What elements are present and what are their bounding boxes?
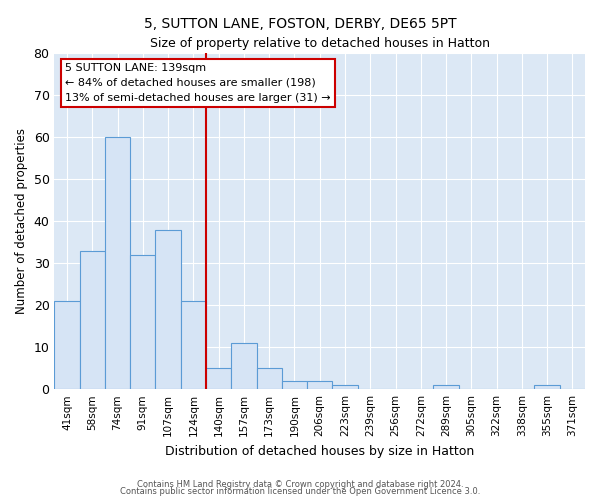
Bar xyxy=(206,368,231,389)
Text: Contains public sector information licensed under the Open Government Licence 3.: Contains public sector information licen… xyxy=(120,487,480,496)
Bar xyxy=(535,385,560,389)
Bar xyxy=(433,385,458,389)
Bar xyxy=(155,230,181,389)
Bar xyxy=(307,381,332,389)
Bar xyxy=(55,301,80,389)
Bar xyxy=(257,368,282,389)
Bar xyxy=(282,381,307,389)
Bar xyxy=(332,385,358,389)
X-axis label: Distribution of detached houses by size in Hatton: Distribution of detached houses by size … xyxy=(165,444,475,458)
Text: Contains HM Land Registry data © Crown copyright and database right 2024.: Contains HM Land Registry data © Crown c… xyxy=(137,480,463,489)
Bar xyxy=(80,250,105,389)
Title: Size of property relative to detached houses in Hatton: Size of property relative to detached ho… xyxy=(150,38,490,51)
Text: 5, SUTTON LANE, FOSTON, DERBY, DE65 5PT: 5, SUTTON LANE, FOSTON, DERBY, DE65 5PT xyxy=(143,18,457,32)
Bar xyxy=(231,343,257,389)
Bar xyxy=(130,254,155,389)
Y-axis label: Number of detached properties: Number of detached properties xyxy=(15,128,28,314)
Bar xyxy=(181,301,206,389)
Bar xyxy=(105,137,130,389)
Text: 5 SUTTON LANE: 139sqm
← 84% of detached houses are smaller (198)
13% of semi-det: 5 SUTTON LANE: 139sqm ← 84% of detached … xyxy=(65,63,331,102)
